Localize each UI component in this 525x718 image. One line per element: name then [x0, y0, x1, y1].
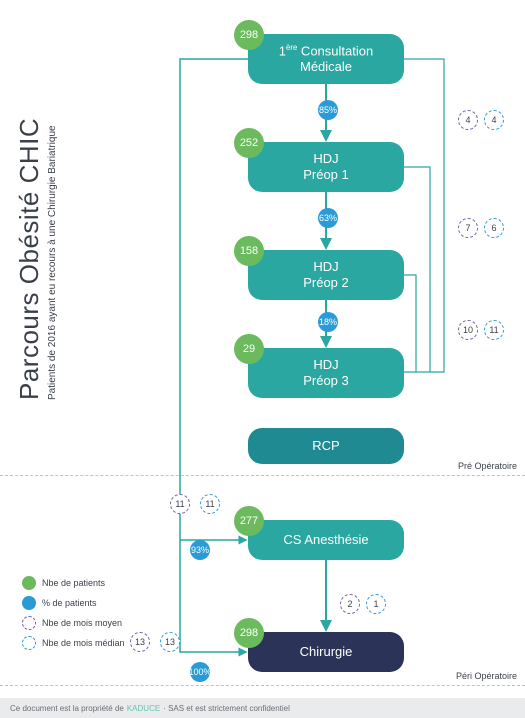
months-moyen: 2 — [340, 594, 360, 614]
footer-brand: KADUCE — [127, 704, 160, 713]
legend-label: Nbe de mois moyen — [42, 618, 122, 628]
months-median: 1 — [366, 594, 386, 614]
legend-swatch-blue — [22, 596, 36, 610]
count-badge-hdj2: 158 — [234, 236, 264, 266]
stage-anest: CS Anesthésie — [248, 520, 404, 560]
legend-swatch-ring-blue — [22, 636, 36, 650]
percent-badge: 85% — [318, 100, 338, 120]
percent-badge: 93% — [190, 540, 210, 560]
section-divider — [0, 475, 525, 476]
count-badge-hdj3: 29 — [234, 334, 264, 364]
months-median: 11 — [200, 494, 220, 514]
stage-rcp: RCP — [248, 428, 404, 464]
legend-swatch-green — [22, 576, 36, 590]
legend-label: Nbe de patients — [42, 578, 105, 588]
count-badge-anest: 277 — [234, 506, 264, 536]
count-badge-chir: 298 — [234, 618, 264, 648]
count-badge-hdj1: 252 — [234, 128, 264, 158]
percent-badge: 100% — [190, 662, 210, 682]
legend-median: Nbe de mois médian — [22, 636, 125, 650]
months-median: 11 — [484, 320, 504, 340]
stage-chir: Chirurgie — [248, 632, 404, 672]
months-moyen: 13 — [130, 632, 150, 652]
stage-hdj2: HDJPréop 2 — [248, 250, 404, 300]
footer: Ce document est la propriété de KADUCE ·… — [0, 698, 525, 718]
stage-consult: 1ère ConsultationMédicale — [248, 34, 404, 84]
legend-label: % de patients — [42, 598, 97, 608]
legend-swatch-ring-purple — [22, 616, 36, 630]
legend-label: Nbe de mois médian — [42, 638, 125, 648]
months-median: 13 — [160, 632, 180, 652]
percent-badge: 63% — [318, 208, 338, 228]
months-moyen: 4 — [458, 110, 478, 130]
months-median: 6 — [484, 218, 504, 238]
legend-moyen: Nbe de mois moyen — [22, 616, 122, 630]
months-moyen: 10 — [458, 320, 478, 340]
section-label: Péri Opératoire — [456, 671, 517, 681]
months-moyen: 7 — [458, 218, 478, 238]
stage-hdj1: HDJPréop 1 — [248, 142, 404, 192]
section-divider — [0, 685, 525, 686]
percent-badge: 18% — [318, 312, 338, 332]
section-label: Pré Opératoire — [458, 461, 517, 471]
footer-prefix: Ce document est la propriété de — [10, 704, 124, 713]
months-moyen: 11 — [170, 494, 190, 514]
legend-patients: Nbe de patients — [22, 576, 105, 590]
count-badge-consult: 298 — [234, 20, 264, 50]
footer-suffix: · SAS et est strictement confidentiel — [163, 704, 290, 713]
legend-percent: % de patients — [22, 596, 97, 610]
months-median: 4 — [484, 110, 504, 130]
stage-hdj3: HDJPréop 3 — [248, 348, 404, 398]
